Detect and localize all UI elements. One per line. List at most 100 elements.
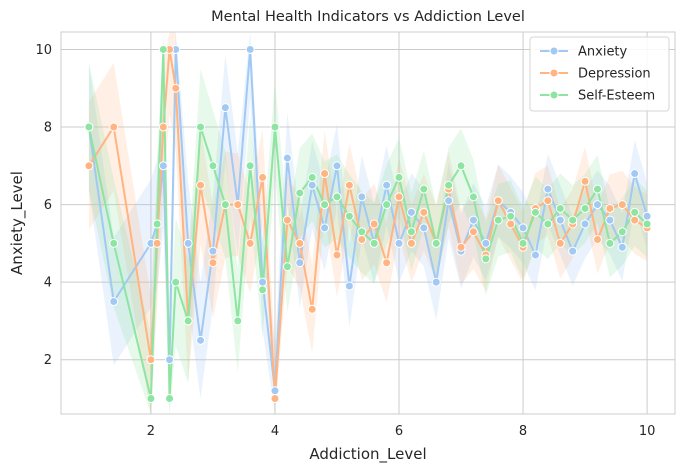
self-esteem-point [295, 188, 305, 198]
anxiety-point [605, 215, 615, 225]
self-esteem-point [419, 184, 429, 194]
self-esteem-point [493, 215, 503, 225]
anxiety-point [530, 250, 540, 260]
x-tick-label: 8 [519, 424, 527, 439]
anxiety-point [419, 223, 429, 233]
self-esteem-point [444, 180, 454, 190]
depression-point [270, 393, 280, 403]
self-esteem-point [630, 207, 640, 217]
depression-point [543, 196, 553, 206]
self-esteem-point [233, 316, 243, 326]
self-esteem-point [332, 192, 342, 202]
anxiety-point [468, 215, 478, 225]
anxiety-point [196, 335, 206, 345]
x-tick-label: 6 [395, 424, 403, 439]
depression-point [208, 258, 218, 268]
self-esteem-point [580, 203, 590, 213]
anxiety-point [642, 211, 652, 221]
anxiety-point [165, 355, 175, 365]
anxiety-point [109, 297, 119, 307]
self-esteem-point [165, 393, 175, 403]
depression-point [357, 234, 367, 244]
anxiety-point [344, 281, 354, 291]
depression-point [109, 122, 119, 132]
self-esteem-point [369, 238, 379, 248]
legend: Anxiety Depression Self-Esteem [529, 36, 670, 112]
self-esteem-point [543, 219, 553, 229]
anxiety-point [320, 223, 330, 233]
depression-point [592, 234, 602, 244]
anxiety-point [518, 223, 528, 233]
anxiety-point [555, 215, 565, 225]
anxiety-point [617, 242, 627, 252]
y-tick-label: 8 [44, 121, 52, 136]
self-esteem-point [406, 227, 416, 237]
anxiety-point [543, 184, 553, 194]
x-tick-label: 10 [639, 424, 656, 439]
depression-point [419, 207, 429, 217]
x-tick-label: 2 [147, 424, 155, 439]
y-tick-labels: 2 4 6 8 10 [35, 43, 52, 368]
anxiety-point [307, 180, 317, 190]
anxiety-legend-marker [549, 46, 559, 56]
self-esteem-point [382, 200, 392, 210]
self-esteem-point [258, 285, 268, 295]
depression-point [493, 196, 503, 206]
chart-title: Mental Health Indicators vs Addiction Le… [211, 9, 525, 25]
self-esteem-point [171, 277, 181, 287]
self-esteem-legend-marker [549, 90, 559, 100]
self-esteem-point [245, 161, 255, 171]
anxiety-point [208, 246, 218, 256]
anxiety-point [258, 277, 268, 287]
y-tick-label: 2 [44, 353, 52, 368]
self-esteem-point [555, 203, 565, 213]
depression-point [295, 238, 305, 248]
self-esteem-point [530, 207, 540, 217]
self-esteem-point [183, 316, 193, 326]
self-esteem-point [109, 238, 119, 248]
depression-point [506, 219, 516, 229]
x-tick-labels: 2 4 6 8 10 [147, 424, 656, 439]
depression-point [580, 176, 590, 186]
depression-point [369, 219, 379, 229]
y-tick-label: 6 [44, 198, 52, 213]
self-esteem-point [307, 172, 317, 182]
self-esteem-point [152, 219, 162, 229]
depression-point [258, 172, 268, 182]
y-tick-label: 10 [35, 43, 52, 58]
depression-point [630, 215, 640, 225]
depression-point [468, 227, 478, 237]
depression-point [320, 169, 330, 179]
self-esteem-point [357, 227, 367, 237]
self-esteem-point [270, 122, 280, 132]
anxiety-point [382, 180, 392, 190]
legend-box [529, 36, 670, 112]
anxiety-point [183, 238, 193, 248]
anxiety-point [282, 153, 292, 163]
anxiety-point [481, 238, 491, 248]
depression-point [394, 192, 404, 202]
anxiety-point [580, 219, 590, 229]
self-esteem-point [642, 219, 652, 229]
depression-point [146, 355, 156, 365]
depression-point [282, 215, 292, 225]
self-esteem-point [208, 161, 218, 171]
anxiety-point [630, 169, 640, 179]
self-esteem-point [158, 44, 168, 54]
series-markers [84, 44, 652, 403]
depression-point [382, 258, 392, 268]
depression-point [555, 238, 565, 248]
anxiety-point [568, 246, 578, 256]
self-esteem-point [518, 238, 528, 248]
anxiety-point [245, 44, 255, 54]
self-esteem-point [456, 161, 466, 171]
x-axis-label: Addiction_Level [309, 445, 426, 464]
depression-point [84, 161, 94, 171]
self-esteem-legend-label: Self-Esteem [578, 89, 655, 104]
plot-frame [60, 31, 676, 415]
x-tick-label: 4 [271, 424, 279, 439]
self-esteem-point [394, 172, 404, 182]
self-esteem-point [196, 122, 206, 132]
depression-legend-label: Depression [578, 67, 651, 82]
